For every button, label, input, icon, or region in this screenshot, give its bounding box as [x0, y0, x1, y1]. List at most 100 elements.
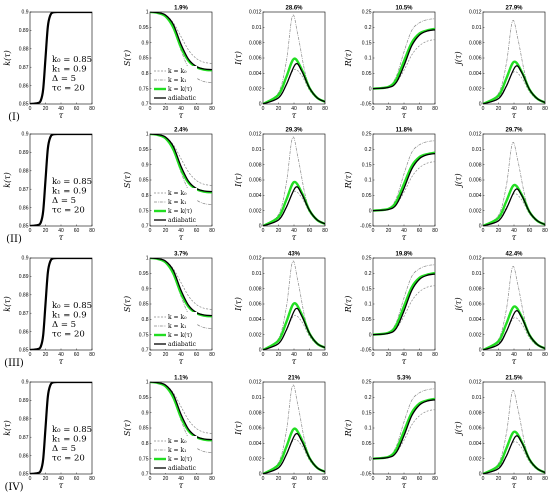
panel-S-row-2: 0 20 40 60 80 0.7 0.75 0.8 0.85 0.9 0.95 1 τ S(τ) 2.4%… — [123, 128, 215, 243]
panel-R-row-2: 0 20 40 60 80-0.0500.050.10.150.20.25τR(τ)11… — [344, 128, 438, 243]
legend-box — [153, 312, 197, 349]
x-axis-label: τ — [402, 357, 407, 366]
x-tick-label: 0 — [482, 106, 485, 112]
x-tick-label: 60 — [194, 228, 200, 234]
x-axis-label: τ — [59, 111, 64, 120]
x-axis-label: τ — [59, 357, 64, 366]
y-tick-label: 0.85 — [139, 302, 149, 308]
row-label: (III) — [4, 358, 24, 369]
y-axis-label: j(τ) — [454, 297, 463, 312]
x-tick-label: 60 — [527, 476, 533, 482]
y-tick-label: 0.88 — [19, 47, 29, 53]
y-tick-label: 1 — [146, 380, 149, 386]
y-tick-label: 0.85 — [19, 224, 29, 230]
legend-label: k = k₀ — [168, 438, 187, 445]
y-tick-label: 0.2 — [365, 147, 372, 153]
series-line — [483, 142, 545, 226]
x-tick-label: 80 — [432, 106, 438, 112]
panel-title: 1.1% — [174, 376, 188, 382]
panel-title: 21% — [288, 376, 301, 382]
y-tick-label: 0.006 — [469, 56, 482, 62]
y-tick-label: 0.9 — [142, 162, 149, 168]
y-tick-label: 0.006 — [249, 302, 262, 308]
series-line — [150, 382, 212, 441]
y-tick-label: 0.95 — [139, 147, 149, 153]
param-text: k₁ = 0.9 — [52, 65, 87, 75]
y-axis-label: j(τ) — [454, 173, 463, 188]
axes-box — [262, 133, 326, 227]
panel-S-row-1: 0 20 40 60 80 0.7 0.75 0.8 0.85 0.9 0.95 1 τ S(τ) 1.9%… — [123, 6, 215, 121]
panel-I-row-1: 0 20 40 60 80 0 0.002 0.004 0.006 0.008 0.01 0.012 τ… — [234, 6, 328, 121]
y-tick-label: 0.002 — [469, 332, 482, 338]
y-tick-label: 0.95 — [139, 25, 149, 31]
panel-R-row-4: 0 20 40 60 80-0.0500.050.10.150.20.25τR(τ)5.… — [344, 376, 438, 491]
legend-label: k = k₀ — [168, 314, 187, 321]
x-axis-label: τ — [179, 233, 184, 242]
legend-label: k = k₀ — [168, 190, 187, 197]
y-axis-label: S(τ) — [123, 296, 132, 312]
y-tick-label: 0.15 — [362, 162, 372, 168]
x-tick-label: 40 — [401, 106, 407, 112]
y-tick-label: 0 — [369, 208, 372, 214]
y-tick-label: 0 — [369, 456, 372, 462]
x-tick-label: 0 — [29, 476, 32, 482]
series-line — [483, 188, 545, 226]
y-tick-label: 0.75 — [139, 456, 149, 462]
y-tick-label: 0.88 — [19, 293, 29, 299]
y-tick-label: 0 — [479, 224, 482, 230]
y-tick-label: 0 — [259, 472, 262, 478]
series-line — [483, 390, 545, 474]
x-tick-label: 0 — [482, 476, 485, 482]
y-tick-label: 0.006 — [469, 302, 482, 308]
x-axis-label: τ — [179, 357, 184, 366]
x-tick-label: 60 — [417, 476, 423, 482]
panel-title: 42.4% — [505, 252, 523, 258]
y-tick-label: 0.006 — [249, 178, 262, 184]
y-axis-label: j(τ) — [454, 51, 463, 66]
y-tick-label: 0.006 — [249, 56, 262, 62]
y-tick-label: 0.15 — [362, 286, 372, 292]
axes-box — [29, 133, 93, 227]
y-tick-label: 0.002 — [249, 86, 262, 92]
x-tick-label: 60 — [307, 476, 313, 482]
y-axis-label: k(τ) — [3, 50, 12, 66]
x-tick-label: 40 — [291, 106, 297, 112]
x-tick-label: 20 — [276, 106, 282, 112]
y-tick-label: 0.05 — [362, 193, 372, 199]
param-text: τc = 20 — [52, 330, 85, 340]
panel-j-row-1: 0 20 40 60 80 0 0.002 0.004 0.006 0.008 0.01 0.012 τ… — [454, 6, 548, 121]
x-tick-label: 0 — [372, 476, 375, 482]
series-line — [483, 20, 545, 104]
x-tick-label: 80 — [209, 476, 215, 482]
y-tick-label: 0.01 — [472, 147, 482, 153]
y-axis-label: S(τ) — [123, 420, 132, 436]
legend-label: k = k₁ — [168, 447, 187, 454]
y-tick-label: -0.05 — [360, 348, 372, 354]
panel-j-row-4: 0 20 40 60 80 0 0.002 0.004 0.006 0.008 0.01 0.012 τ… — [454, 376, 548, 491]
x-axis-label: τ — [59, 481, 64, 490]
x-tick-label: 0 — [149, 228, 152, 234]
panel-I-row-3: 0 20 40 60 80 0 0.002 0.004 0.006 0.008 0.01 0.012 τ… — [234, 252, 328, 367]
panel-S-row-3: 0 20 40 60 80 0.7 0.75 0.8 0.85 0.9 0.95 1 τ S(τ) 3.7%… — [123, 252, 215, 367]
x-tick-label: 60 — [417, 228, 423, 234]
y-tick-label: 0.86 — [19, 329, 29, 335]
y-tick-label: 0.8 — [142, 71, 149, 77]
x-tick-label: 80 — [209, 228, 215, 234]
series-line — [150, 382, 212, 434]
y-axis-label: I(τ) — [234, 51, 243, 66]
x-tick-label: 80 — [89, 476, 95, 482]
param-text: Δ = 5 — [52, 74, 76, 84]
series-line — [30, 134, 92, 226]
x-axis-label: τ — [179, 111, 184, 120]
param-text: τc = 20 — [52, 454, 85, 464]
y-axis-label: j(τ) — [454, 421, 463, 436]
x-tick-label: 80 — [322, 352, 328, 358]
param-text: Δ = 5 — [52, 196, 76, 206]
series-line — [263, 186, 325, 226]
y-tick-label: 0.002 — [469, 456, 482, 462]
series-line — [263, 307, 325, 350]
y-tick-label: 0.004 — [249, 193, 262, 199]
x-axis-label: τ — [179, 481, 184, 490]
x-tick-label: 0 — [372, 352, 375, 358]
y-axis-label: R(τ) — [344, 420, 353, 438]
